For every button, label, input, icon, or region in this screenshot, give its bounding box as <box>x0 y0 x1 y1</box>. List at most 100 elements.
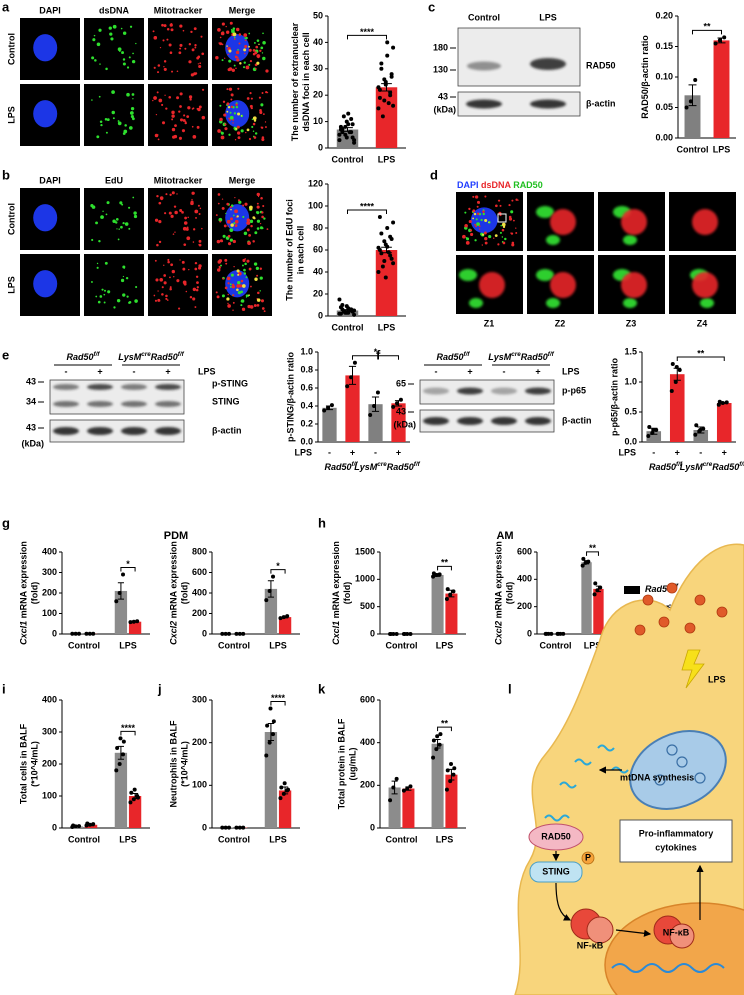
blot-band <box>87 427 113 435</box>
y-tick-label: 300 <box>42 567 57 577</box>
fluorescence-dot <box>92 38 96 42</box>
nucleus <box>33 100 58 128</box>
fluorescence-dot <box>199 62 202 65</box>
fluorescence-dot <box>235 50 240 55</box>
y-axis-label: Cxcl1 mRNA expression <box>331 541 341 645</box>
fluorescence-dot <box>115 217 119 221</box>
fluorescence-dot <box>511 199 514 202</box>
fluorescence-dot <box>179 105 182 108</box>
fluorescence-dot <box>194 72 198 75</box>
fluorescence-dot <box>189 295 193 299</box>
fluorescence-dot <box>179 208 183 212</box>
x-tick-label: Control <box>677 144 709 154</box>
rad50-focus <box>546 298 560 308</box>
fluorescence-dot <box>231 283 235 286</box>
diagram-label: P <box>585 852 591 862</box>
fluorescence-dot <box>114 221 118 224</box>
y-axis-label: (fold) <box>180 582 190 605</box>
fluorescence-dot <box>239 62 242 65</box>
fluorescence-dot <box>188 269 190 271</box>
x-tick-label: Control <box>332 154 364 164</box>
dsdna-focus <box>621 272 647 298</box>
fluorescence-dot <box>161 103 164 107</box>
fluorescence-dot <box>100 215 104 219</box>
fluorescence-dot <box>194 306 197 309</box>
dsdna-focus <box>550 209 576 235</box>
y-axis-label: in each cell <box>296 226 306 275</box>
y-axis-label: Neutrophils in BALF <box>169 720 179 807</box>
fluorescence-dot <box>199 207 202 210</box>
data-point <box>129 790 134 795</box>
fluorescence-dot <box>259 267 263 271</box>
fluorescence-dot <box>105 131 108 134</box>
rad50-focus <box>623 298 637 308</box>
data-point <box>391 45 396 50</box>
significance-label: ** <box>441 719 449 729</box>
fluorescence-dot <box>465 237 468 239</box>
fluorescence-dot <box>105 213 108 216</box>
fluorescence-dot <box>476 205 479 208</box>
significance-bracket <box>437 565 452 571</box>
bar <box>278 617 292 634</box>
y-axis-label: (*10^4/mL) <box>180 741 190 787</box>
data-point <box>271 719 276 724</box>
fluorescence-dot <box>198 64 202 69</box>
z-label: Z2 <box>555 318 566 328</box>
fluorescence-dot <box>478 225 481 228</box>
row-label: Control <box>6 33 16 65</box>
z-label: Z3 <box>626 318 637 328</box>
y-tick-label: 10 <box>313 116 323 126</box>
data-point <box>386 101 391 106</box>
fluorescence-dot <box>193 192 195 194</box>
data-point <box>674 365 679 369</box>
marker-label: 180 <box>433 42 448 52</box>
data-point <box>220 825 225 830</box>
fluorescence-dot <box>120 278 125 283</box>
y-axis-label: The number of extranuclear <box>290 22 300 141</box>
data-point <box>223 631 228 636</box>
fluorescence-dot <box>228 49 232 53</box>
fluorescence-dot <box>194 44 197 47</box>
panel-letter: k <box>318 681 326 696</box>
y-axis-label-part: (fold) <box>180 582 190 605</box>
fluorescence-dot <box>182 280 187 285</box>
fluorescence-dot <box>504 237 507 241</box>
blot-band <box>530 99 566 109</box>
fluorescence-dot <box>240 129 244 133</box>
data-point <box>722 35 727 40</box>
y-tick-label: 600 <box>517 546 532 556</box>
group-label-part: Rad50 <box>649 462 676 472</box>
fluorescence-dot <box>183 243 187 246</box>
fluorescence-dot <box>258 43 260 46</box>
fluorescence-dot <box>240 300 242 303</box>
fluorescence-dot <box>158 201 162 205</box>
fluorescence-dot <box>130 114 134 119</box>
blot-membrane <box>419 409 555 433</box>
data-point <box>693 78 698 83</box>
fluorescence-dot <box>229 119 231 121</box>
fluorescence-dot <box>261 215 264 219</box>
data-point <box>382 259 387 263</box>
group-label-part: Rad50 <box>387 462 414 472</box>
data-point <box>271 732 276 737</box>
fluorescence-dot <box>475 225 478 228</box>
y-axis-label-part: The number of extranuclear <box>290 22 300 141</box>
fluorescence-dot <box>495 204 498 208</box>
fluorescence-dot <box>117 121 122 126</box>
rad50-focus <box>546 235 560 245</box>
y-tick-label: 1000 <box>355 574 375 584</box>
group-label-part: f/f <box>464 351 471 358</box>
data-point <box>376 106 381 111</box>
fluorescence-dot <box>106 118 110 122</box>
group-label-part: f/f <box>352 461 359 468</box>
fluorescence-dot <box>241 264 244 267</box>
fluorescence-dot <box>129 25 133 28</box>
fluorescence-dot <box>176 193 178 195</box>
micrograph <box>84 254 144 316</box>
fluorescence-dot <box>237 291 242 295</box>
fluorescence-dot <box>107 290 111 294</box>
lps-sign: + <box>165 366 170 376</box>
fluorescence-dot <box>474 239 477 242</box>
fluorescence-dot <box>484 241 488 245</box>
fluorescence-dot <box>253 262 258 266</box>
